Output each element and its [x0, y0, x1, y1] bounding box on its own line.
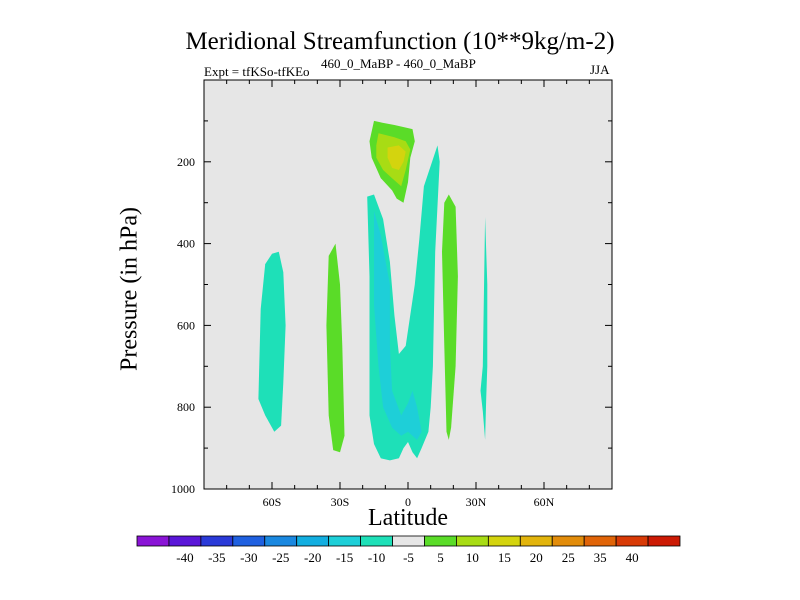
contour-regions: [258, 120, 488, 461]
chart-title: Meridional Streamfunction (10**9kg/m-2): [185, 28, 615, 55]
contour-sh-ferrel-cell: [326, 243, 345, 453]
colorbar-label: -20: [304, 550, 321, 565]
colorbar-label: 20: [530, 550, 543, 565]
colorbar-label: 5: [437, 550, 444, 565]
colorbar-swatch: [551, 535, 585, 547]
colorbar-label: 10: [466, 550, 479, 565]
colorbar-swatch: [392, 535, 425, 547]
colorbar-swatch: [296, 535, 330, 547]
colorbar-label: 25: [562, 550, 575, 565]
colorbar-label: 40: [626, 550, 639, 565]
experiment-label: Expt = tfKSo-tfKEo: [204, 64, 310, 79]
colorbar-label: -30: [240, 550, 257, 565]
colorbar-label: -10: [368, 550, 385, 565]
x-tick-label: 60S: [263, 495, 282, 509]
contour-sh-polar-cell: [258, 251, 286, 432]
y-tick-label: 400: [177, 237, 195, 251]
axis-ticks: 60S 30S 0 30N 60N 200 400 600 800 1000: [171, 80, 613, 509]
colorbar-label: -35: [208, 550, 225, 565]
y-tick-label: 600: [177, 318, 195, 332]
colorbar-label: 15: [498, 550, 511, 565]
colorbar: -40 -35 -30 -25 -20 -15 -10 -5 5 10 15 20 25 35 40: [136, 535, 681, 565]
colorbar-swatch: [456, 535, 489, 547]
colorbar-label: 35: [594, 550, 607, 565]
contour-nh-tropical-positive: [442, 194, 458, 440]
colorbar-swatch: [487, 535, 521, 547]
y-tick-label: 1000: [171, 482, 195, 496]
x-axis-label: Latitude: [368, 505, 448, 531]
season-label: JJA: [590, 62, 610, 77]
x-tick-label: 30N: [466, 495, 487, 509]
colorbar-swatch: [615, 535, 649, 547]
colorbar-swatch: [360, 535, 393, 547]
colorbar-swatch: [264, 535, 298, 547]
y-tick-label: 200: [177, 155, 195, 169]
x-tick-label: 60N: [534, 495, 555, 509]
colorbar-swatch: [200, 535, 234, 547]
colorbar-swatch: [168, 535, 202, 547]
x-tick-label: 0: [405, 495, 411, 509]
colorbar-label: -25: [272, 550, 289, 565]
colorbar-swatch: [647, 535, 681, 547]
y-tick-label: 800: [177, 400, 195, 414]
contour-hadley-inner: [374, 210, 422, 440]
x-tick-label: 30S: [331, 495, 350, 509]
colorbar-swatch: [519, 535, 553, 547]
colorbar-label: -5: [403, 550, 414, 565]
contour-nh-ferrel-negative: [480, 217, 488, 440]
colorbar-swatch: [583, 535, 617, 547]
colorbar-label: -15: [336, 550, 353, 565]
chart-subtitle: 460_0_MaBP - 460_0_MaBP: [321, 56, 476, 71]
colorbar-label: -40: [176, 550, 193, 565]
contour-upper-positive-core: [387, 145, 406, 170]
colorbar-swatch: [232, 535, 266, 547]
colorbar-swatch: [136, 535, 170, 547]
colorbar-swatch: [424, 535, 457, 547]
colorbar-swatch: [328, 535, 361, 547]
